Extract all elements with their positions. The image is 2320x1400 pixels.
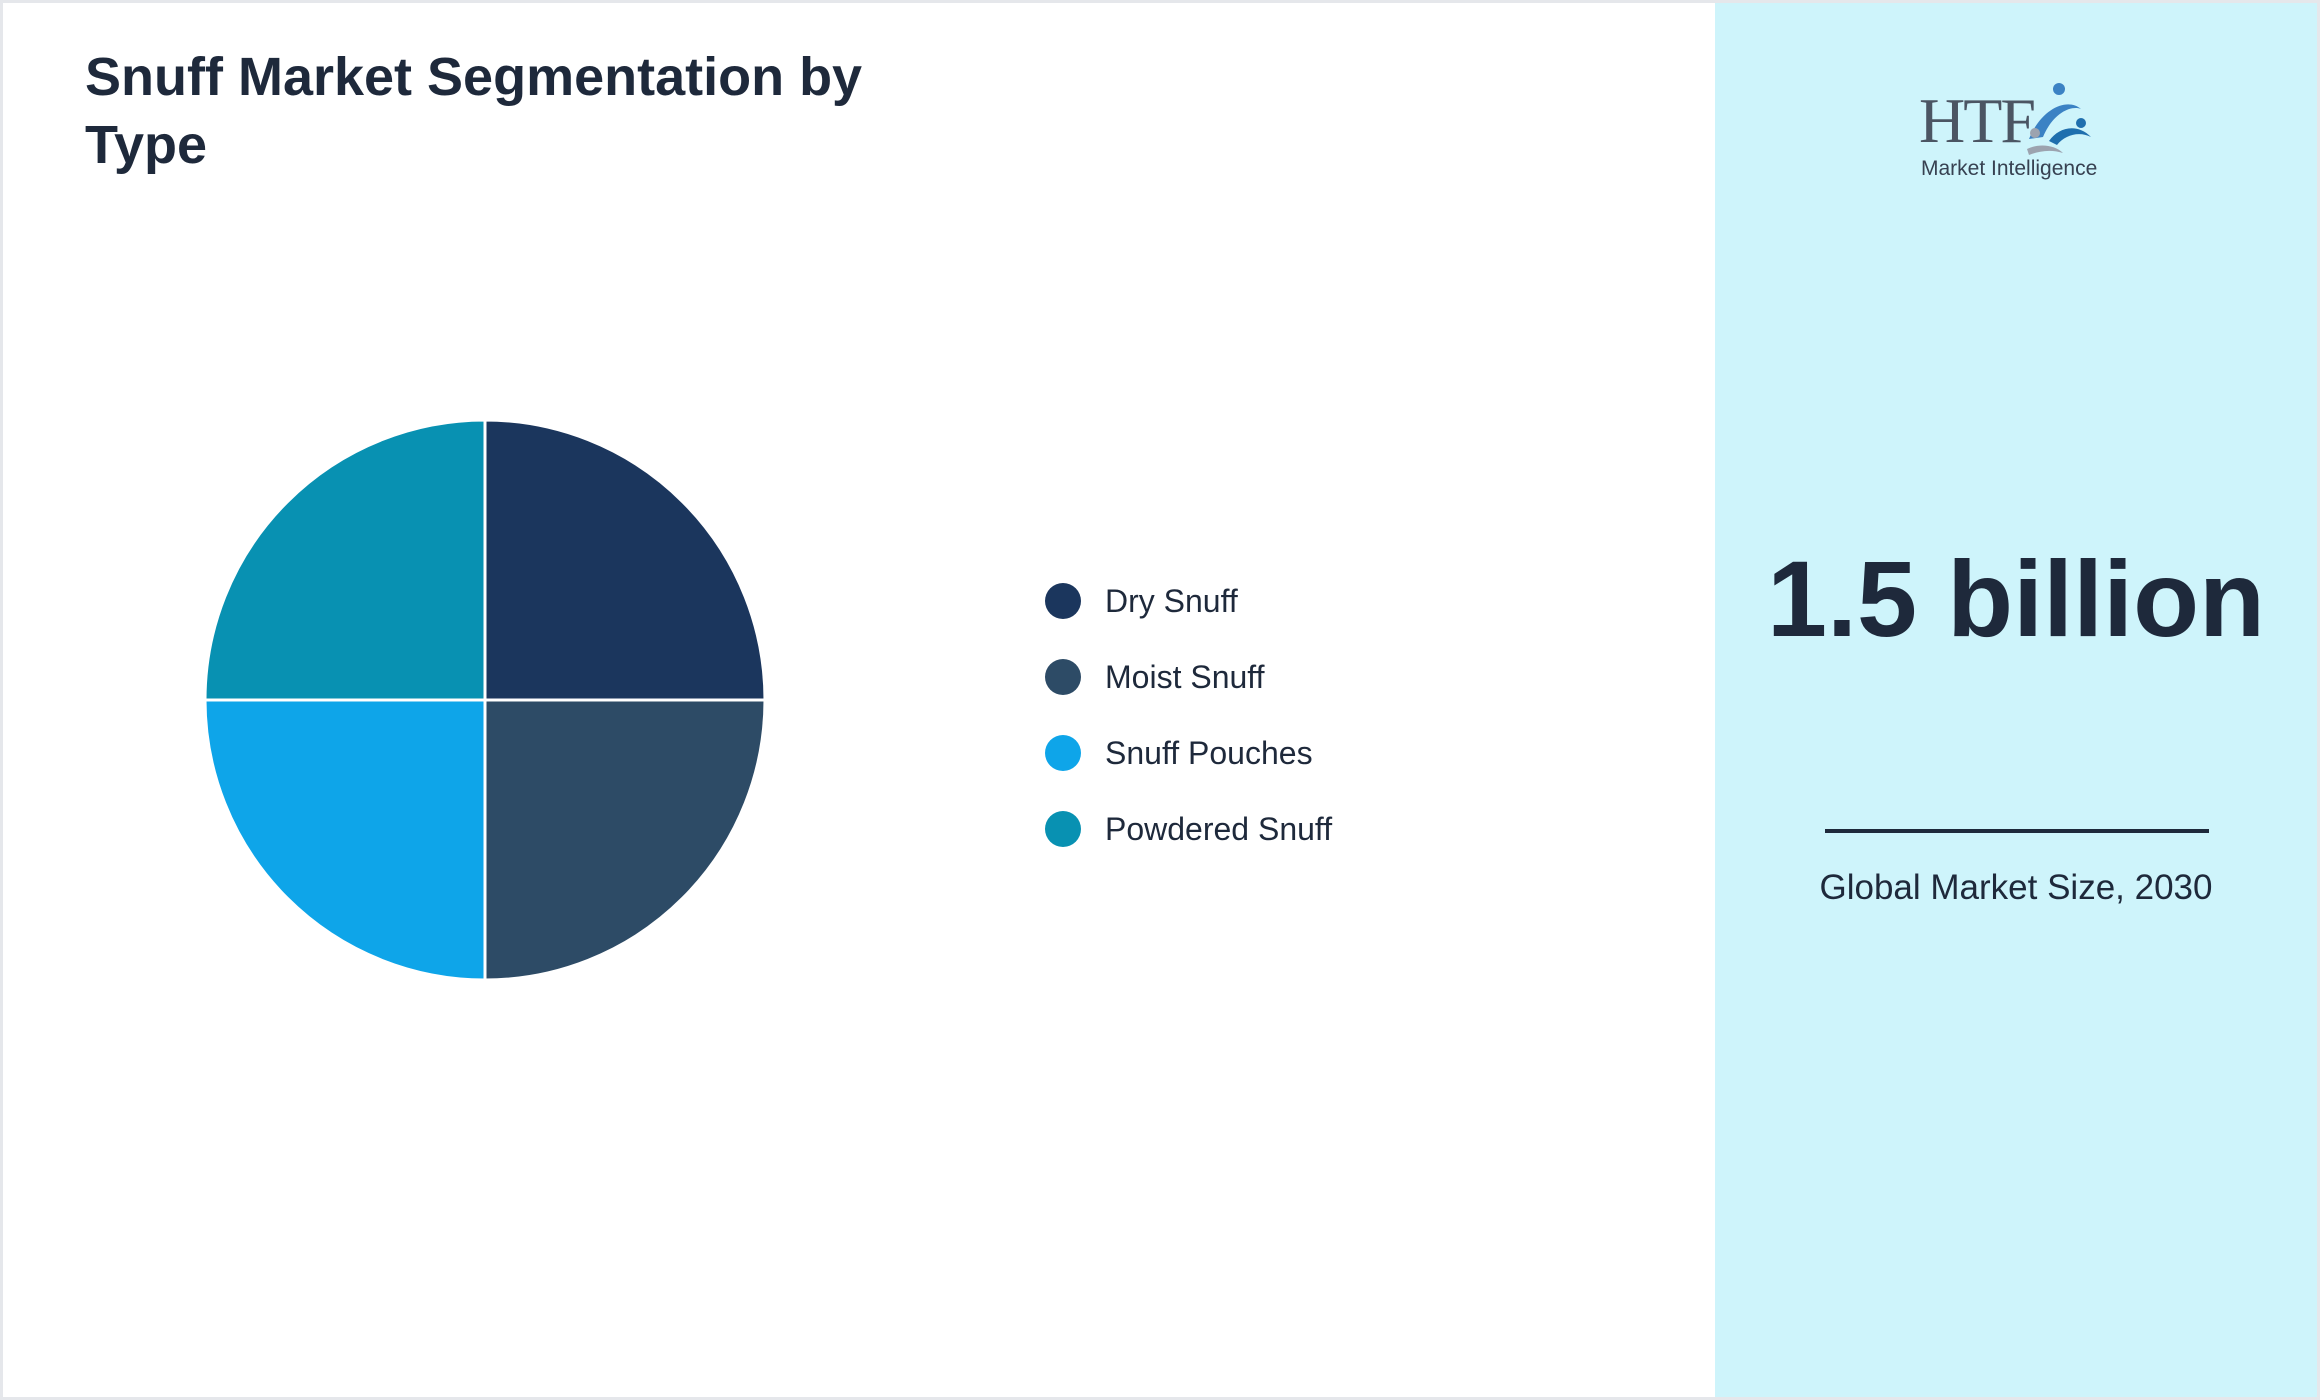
legend-item-snuff-pouches: Snuff Pouches xyxy=(1045,715,1332,791)
legend-item-moist-snuff: Moist Snuff xyxy=(1045,639,1332,715)
pie-slice-moist-snuff xyxy=(483,698,767,982)
pie-slice-dry-snuff xyxy=(483,418,767,702)
pie-slice-snuff-pouches xyxy=(203,698,487,982)
pie-chart-container xyxy=(203,418,767,982)
legend-swatch-moist-snuff xyxy=(1045,659,1081,695)
kpi-caption: Global Market Size, 2030 xyxy=(1819,868,2213,907)
legend-label-dry-snuff: Dry Snuff xyxy=(1105,582,1238,619)
kpi-divider xyxy=(1825,829,2209,833)
htf-logo: HTF Market Intelligence xyxy=(1919,79,2119,189)
legend-swatch-snuff-pouches xyxy=(1045,735,1081,771)
chart-legend: Dry Snuff Moist Snuff Snuff Pouches Powd… xyxy=(1045,563,1332,867)
legend-swatch-dry-snuff xyxy=(1045,583,1081,619)
legend-label-snuff-pouches: Snuff Pouches xyxy=(1105,734,1313,771)
legend-item-dry-snuff: Dry Snuff xyxy=(1045,563,1332,639)
pie-slice-powdered-snuff xyxy=(203,418,487,702)
legend-label-moist-snuff: Moist Snuff xyxy=(1105,658,1265,695)
logo-subtitle: Market Intelligence xyxy=(1921,157,2098,180)
logo-figures-icon xyxy=(2027,83,2091,155)
legend-swatch-powdered-snuff xyxy=(1045,811,1081,847)
kpi-sidebar: HTF Market Intelligence 1.5 billion Glob… xyxy=(1715,3,2317,1397)
logo-wordmark: HTF xyxy=(1919,85,2036,156)
chart-panel: Snuff Market Segmentation by Type Dry Sn… xyxy=(3,3,1715,1397)
pie-chart xyxy=(203,418,767,982)
chart-title: Snuff Market Segmentation by Type xyxy=(85,47,863,175)
legend-label-powdered-snuff: Powdered Snuff xyxy=(1105,810,1333,847)
kpi-value: 1.5 billion xyxy=(1766,538,2266,659)
legend-item-powdered-snuff: Powdered Snuff xyxy=(1045,791,1332,867)
